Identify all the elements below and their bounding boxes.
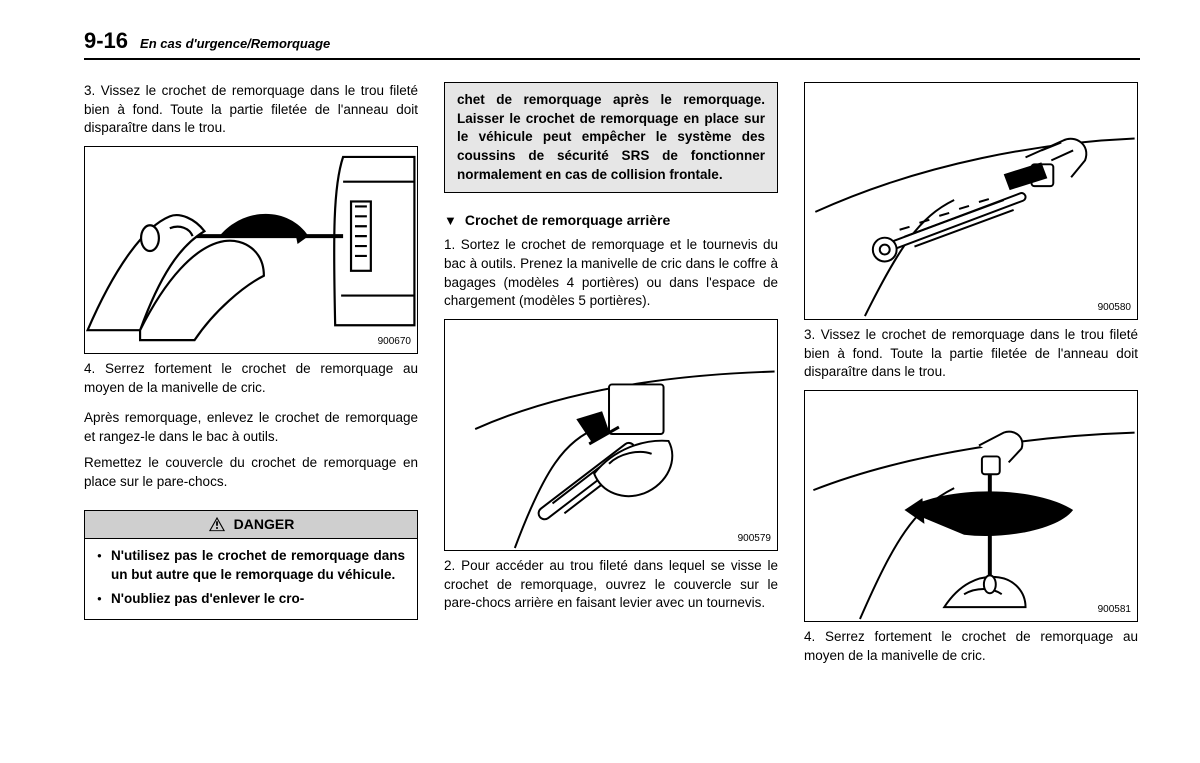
danger-label: DANGER xyxy=(234,515,295,534)
col3-step3: 3. Vissez le crochet de remorquage dans … xyxy=(804,326,1138,382)
danger-item: N'utilisez pas le crochet de remorquage … xyxy=(97,547,405,584)
danger-item: N'oubliez pas d'enlever le cro- xyxy=(97,590,405,609)
rear-hook-heading: ▼ Crochet de remorquage arrière xyxy=(444,211,778,230)
illustration-rear-cover-open xyxy=(445,320,777,550)
illustration-rear-hook-insert xyxy=(805,83,1137,319)
col1-after2: Remettez le couvercle du crochet de remo… xyxy=(84,454,418,491)
page: 9-16 En cas d'urgence/Remorquage 3. Viss… xyxy=(0,0,1200,693)
figure-900580: 900580 xyxy=(804,82,1138,320)
danger-header: DANGER xyxy=(85,511,417,539)
col3-step4: 4. Serrez fortement le crochet de remorq… xyxy=(804,628,1138,665)
illustration-rear-hook-tighten xyxy=(805,391,1137,621)
section-title: En cas d'urgence/Remorquage xyxy=(140,36,330,51)
page-number: 9-16 xyxy=(84,28,128,54)
illustration-hand-hook-front xyxy=(85,147,417,353)
danger-box: DANGER N'utilisez pas le crochet de remo… xyxy=(84,510,418,620)
col2-step1: 1. Sortez le crochet de remorquage et le… xyxy=(444,236,778,311)
figure-900579: 900579 xyxy=(444,319,778,551)
info-box-continuation: chet de remorquage après le remorquage. … xyxy=(444,82,778,193)
figure-900670: 900670 xyxy=(84,146,418,354)
figure-number: 900581 xyxy=(1098,603,1131,617)
col1-step4: 4. Serrez fortement le crochet de remorq… xyxy=(84,360,418,397)
danger-body: N'utilisez pas le crochet de remorquage … xyxy=(85,539,417,619)
warning-icon xyxy=(208,516,226,532)
rear-hook-title: Crochet de remorquage arrière xyxy=(465,211,670,230)
column-3: 900580 3. Vissez le crochet de remorquag… xyxy=(804,82,1138,673)
figure-number: 900670 xyxy=(378,335,411,349)
triangle-icon: ▼ xyxy=(444,212,457,230)
page-header: 9-16 En cas d'urgence/Remorquage xyxy=(84,28,1140,60)
content-columns: 3. Vissez le crochet de remorquage dans … xyxy=(84,82,1140,673)
column-1: 3. Vissez le crochet de remorquage dans … xyxy=(84,82,418,673)
figure-number: 900579 xyxy=(738,532,771,546)
figure-900581: 900581 xyxy=(804,390,1138,622)
figure-number: 900580 xyxy=(1098,301,1131,315)
col2-step2: 2. Pour accéder au trou fileté dans lequ… xyxy=(444,557,778,613)
column-2: chet de remorquage après le remorquage. … xyxy=(444,82,778,673)
col1-step3: 3. Vissez le crochet de remorquage dans … xyxy=(84,82,418,138)
col1-after1: Après remorquage, enlevez le crochet de … xyxy=(84,409,418,446)
